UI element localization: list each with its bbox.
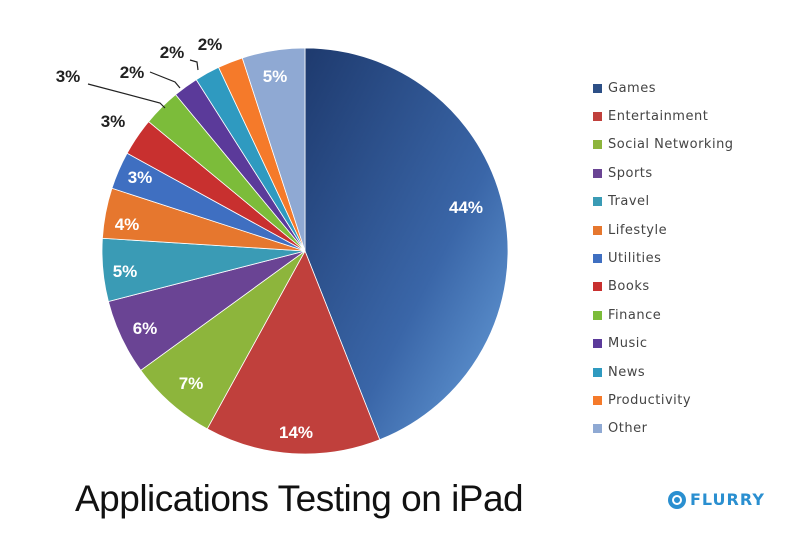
data-label: 4% bbox=[115, 215, 140, 234]
legend-swatch bbox=[593, 339, 602, 349]
leader-line bbox=[149, 71, 181, 89]
data-label: 3% bbox=[128, 168, 153, 187]
legend-swatch bbox=[593, 395, 602, 405]
legend-label: Sports bbox=[608, 165, 653, 181]
legend-item: Sports bbox=[593, 159, 734, 187]
legend-item: Productivity bbox=[593, 386, 734, 414]
data-label: 3% bbox=[56, 67, 81, 86]
legend-swatch bbox=[593, 140, 602, 150]
legend-swatch bbox=[593, 254, 602, 264]
pie-slice-games bbox=[304, 47, 509, 441]
data-label: 2% bbox=[198, 35, 223, 54]
leader-line bbox=[87, 83, 166, 109]
legend-label: Books bbox=[608, 279, 650, 295]
legend-item: Lifestyle bbox=[593, 216, 734, 244]
legend-label: Social Networking bbox=[608, 137, 734, 153]
legend-swatch bbox=[593, 197, 602, 207]
legend-item: Entertainment bbox=[593, 102, 734, 130]
data-label: 5% bbox=[113, 262, 138, 281]
legend-swatch bbox=[593, 225, 602, 235]
legend-item: Games bbox=[593, 74, 734, 102]
data-label: 44% bbox=[449, 198, 483, 217]
legend-item: Travel bbox=[593, 188, 734, 216]
legend-label: Productivity bbox=[608, 392, 692, 408]
pie-slice-other bbox=[241, 47, 306, 252]
data-label: 7% bbox=[179, 374, 204, 393]
legend-swatch bbox=[593, 83, 602, 93]
legend-label: Entertainment bbox=[608, 109, 709, 125]
legend-swatch bbox=[593, 168, 602, 178]
data-label: 5% bbox=[263, 67, 288, 86]
legend-item: Books bbox=[593, 273, 734, 301]
data-label: 2% bbox=[160, 43, 185, 62]
legend-swatch bbox=[593, 112, 602, 122]
data-label: 6% bbox=[133, 319, 158, 338]
legend-label: Utilities bbox=[608, 251, 662, 267]
legend-swatch bbox=[593, 367, 602, 377]
legend-swatch bbox=[593, 310, 602, 320]
legend-swatch bbox=[593, 282, 602, 292]
legend-swatch bbox=[593, 424, 602, 434]
pie-slice-entertainment bbox=[206, 250, 381, 455]
legend-item: Social Networking bbox=[593, 131, 734, 159]
data-label: 3% bbox=[101, 112, 126, 131]
legend-label: Lifestyle bbox=[608, 222, 668, 238]
chart-title: Applications Testing on iPad bbox=[75, 478, 524, 519]
legend: Games Entertainment Social Networking Sport… bbox=[593, 74, 734, 443]
legend-label: Travel bbox=[608, 194, 650, 210]
flurry-logo-icon bbox=[668, 490, 686, 509]
legend-item: Utilities bbox=[593, 244, 734, 272]
data-label: 2% bbox=[120, 63, 145, 82]
flurry-logo: FLURRY bbox=[668, 490, 765, 509]
leader-line bbox=[189, 59, 199, 71]
legend-label: Finance bbox=[608, 307, 662, 323]
legend-label: Other bbox=[608, 421, 648, 437]
legend-item: Finance bbox=[593, 301, 734, 329]
legend-label: Games bbox=[608, 80, 656, 96]
legend-item: Music bbox=[593, 330, 734, 358]
legend-item: News bbox=[593, 358, 734, 386]
legend-label: News bbox=[608, 364, 646, 380]
legend-item: Other bbox=[593, 415, 734, 443]
brand-name: FLURRY bbox=[690, 490, 765, 509]
data-label: 14% bbox=[279, 423, 313, 442]
legend-label: Music bbox=[608, 336, 648, 352]
